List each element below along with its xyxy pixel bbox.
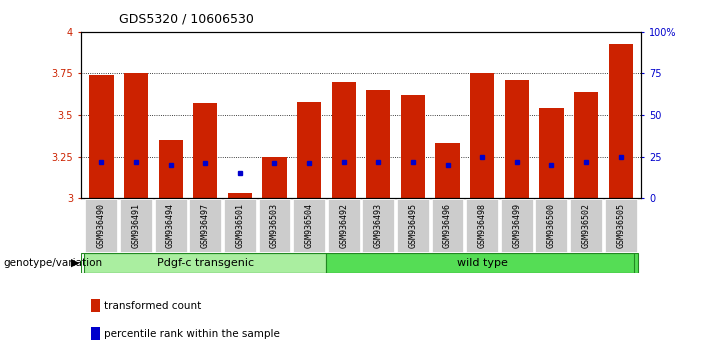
Bar — [432, 199, 463, 252]
Text: wild type: wild type — [457, 258, 508, 268]
Text: GSM936503: GSM936503 — [270, 202, 279, 248]
Text: GSM936492: GSM936492 — [339, 202, 348, 248]
Text: GSM936498: GSM936498 — [477, 202, 486, 248]
Bar — [539, 108, 564, 198]
Bar — [574, 92, 598, 198]
Bar — [570, 199, 602, 252]
Text: GSM936495: GSM936495 — [409, 202, 417, 248]
Text: GSM936504: GSM936504 — [305, 202, 313, 248]
Bar — [262, 156, 287, 198]
Text: GSM936491: GSM936491 — [132, 202, 140, 248]
Bar — [158, 140, 183, 198]
Bar — [224, 199, 256, 252]
Bar — [120, 199, 152, 252]
Text: GSM936499: GSM936499 — [512, 202, 522, 248]
Text: Pdgf-c transgenic: Pdgf-c transgenic — [157, 258, 254, 268]
Bar — [435, 143, 460, 198]
Text: percentile rank within the sample: percentile rank within the sample — [104, 329, 280, 339]
Bar — [293, 199, 325, 252]
Bar — [228, 193, 252, 198]
Text: GDS5320 / 10606530: GDS5320 / 10606530 — [119, 12, 254, 25]
Bar — [86, 199, 117, 252]
Bar — [536, 199, 567, 252]
Bar — [332, 82, 356, 198]
Text: ▶: ▶ — [72, 258, 80, 268]
Bar — [327, 253, 638, 273]
Bar — [366, 90, 390, 198]
Text: transformed count: transformed count — [104, 301, 201, 310]
Text: GSM936505: GSM936505 — [616, 202, 625, 248]
Bar — [401, 95, 425, 198]
Bar — [397, 199, 429, 252]
Text: GSM936501: GSM936501 — [236, 202, 245, 248]
Bar — [501, 199, 533, 252]
Bar — [155, 199, 186, 252]
Text: GSM936490: GSM936490 — [97, 202, 106, 248]
Bar — [470, 74, 494, 198]
Bar — [84, 253, 327, 273]
Bar — [608, 44, 633, 198]
Text: GSM936494: GSM936494 — [166, 202, 175, 248]
Bar — [259, 199, 290, 252]
Bar — [328, 199, 360, 252]
Text: GSM936493: GSM936493 — [374, 202, 383, 248]
Bar — [605, 199, 637, 252]
Text: GSM936497: GSM936497 — [200, 202, 210, 248]
Text: GSM936496: GSM936496 — [443, 202, 452, 248]
Bar — [505, 80, 529, 198]
Bar — [124, 74, 148, 198]
Bar — [89, 75, 114, 198]
Bar — [189, 199, 221, 252]
Text: genotype/variation: genotype/variation — [4, 258, 102, 268]
Bar — [466, 199, 498, 252]
Bar — [193, 103, 217, 198]
Text: GSM936502: GSM936502 — [582, 202, 590, 248]
Bar — [362, 199, 394, 252]
Text: GSM936500: GSM936500 — [547, 202, 556, 248]
Bar — [297, 102, 321, 198]
